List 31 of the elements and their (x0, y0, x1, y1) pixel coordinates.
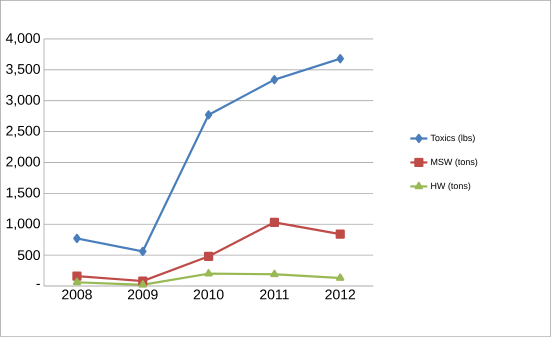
point (139, 246, 146, 256)
point (72, 272, 82, 281)
point (336, 273, 344, 281)
y-tick-label: 1,500 (6, 188, 40, 200)
point (204, 110, 212, 120)
point (336, 54, 344, 64)
x-tick-label: 2009 (128, 290, 158, 300)
y-tick-label: 500 (18, 250, 40, 260)
y-tick-label: - (36, 284, 40, 286)
point (73, 234, 81, 244)
y-tick-label: 2,500 (6, 126, 40, 138)
legend-label: MSW (tons) (431, 158, 478, 167)
legend-label: Toxics (lbs) (430, 134, 475, 143)
point (72, 278, 82, 286)
point (204, 269, 213, 277)
point (270, 218, 280, 228)
y-tick-label: 4,000 (6, 33, 40, 45)
point (336, 230, 345, 239)
y-tick-label: 2,000 (6, 156, 40, 168)
point (204, 252, 214, 261)
legend-label: HW (tons) (431, 182, 470, 191)
x-tick-label: 2008 (62, 290, 92, 300)
x-tick-label: 2012 (325, 290, 356, 300)
point (270, 270, 279, 278)
y-tick-label: 3,000 (6, 94, 40, 106)
point (138, 280, 147, 288)
y-tick-label: 1,000 (6, 218, 40, 230)
y-tick-label: 3,500 (6, 64, 40, 76)
x-tick-label: 2010 (194, 290, 224, 300)
point (270, 75, 278, 84)
x-tick-label: 2011 (260, 290, 289, 300)
